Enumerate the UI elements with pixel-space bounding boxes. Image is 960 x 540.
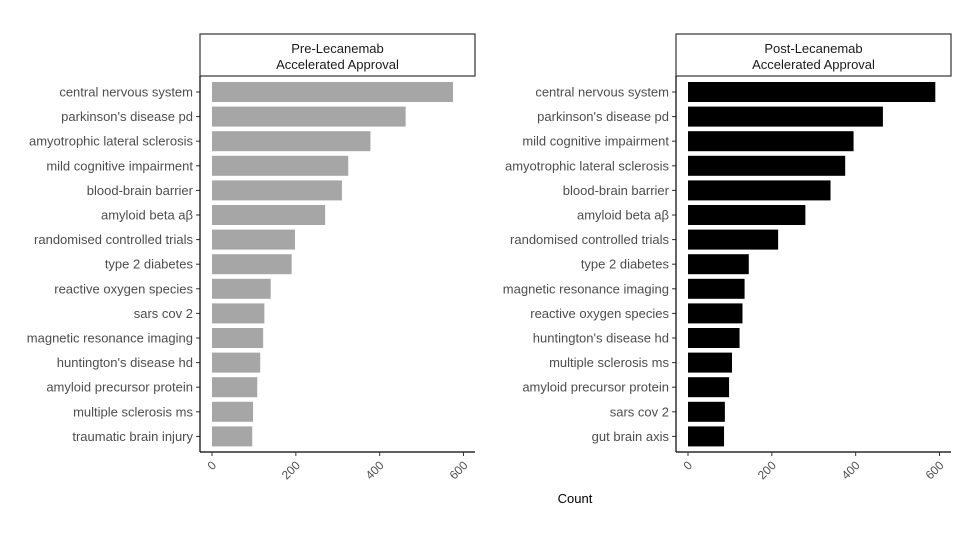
- bar: [688, 205, 806, 225]
- bar: [688, 229, 779, 250]
- category-label: magnetic resonance imaging: [27, 331, 193, 346]
- bar: [688, 180, 831, 201]
- bar: [212, 131, 371, 152]
- category-label: reactive oxygen species: [530, 306, 669, 321]
- x-tick-label: 0: [204, 458, 219, 473]
- facet-title-line: Accelerated Approval: [752, 57, 875, 72]
- bar: [212, 254, 292, 275]
- bar: [212, 303, 265, 324]
- category-label: multiple sclerosis ms: [73, 404, 193, 419]
- facet-strip: [199, 33, 476, 77]
- bar: [212, 377, 258, 398]
- bar: [688, 254, 749, 275]
- x-tick-label: 600: [923, 458, 947, 482]
- bar: [688, 377, 730, 398]
- bar: [212, 155, 349, 176]
- category-label: type 2 diabetes: [105, 257, 194, 272]
- category-label: amyloid beta aβ: [101, 208, 193, 223]
- category-label: sars cov 2: [610, 404, 669, 419]
- bar: [212, 328, 264, 348]
- category-label: randomised controlled trials: [34, 232, 193, 247]
- bar: [688, 426, 725, 447]
- bar: [212, 278, 271, 299]
- x-tick-label: 400: [839, 458, 863, 482]
- bar: [688, 328, 740, 348]
- category-label: huntington's disease hd: [57, 355, 193, 370]
- bar: [212, 352, 261, 373]
- bar: [688, 82, 936, 102]
- bar: [212, 180, 342, 201]
- bar: [688, 352, 733, 373]
- facet-strip: [675, 33, 952, 77]
- category-label: multiple sclerosis ms: [549, 355, 669, 370]
- x-tick-label: 600: [447, 458, 471, 482]
- category-label: amyloid beta aβ: [577, 208, 669, 223]
- bar: [688, 155, 846, 176]
- category-label: magnetic resonance imaging: [503, 281, 669, 296]
- category-label: parkinson's disease pd: [61, 109, 193, 124]
- x-tick-label: 400: [363, 458, 387, 482]
- category-label: mild cognitive impairment: [46, 158, 193, 173]
- bar: [212, 205, 326, 225]
- category-label: amyotrophic lateral sclerosis: [505, 158, 670, 173]
- category-label: amyloid precursor protein: [522, 380, 669, 395]
- x-tick-label: 200: [279, 458, 303, 482]
- category-label: parkinson's disease pd: [537, 109, 669, 124]
- facet-title-line: Accelerated Approval: [276, 57, 399, 72]
- category-label: traumatic brain injury: [72, 429, 193, 444]
- bar: [688, 278, 745, 299]
- x-tick-label: 0: [680, 458, 695, 473]
- category-label: type 2 diabetes: [581, 257, 670, 272]
- x-axis-title: Count: [558, 491, 593, 506]
- bar: [212, 82, 454, 102]
- bar: [212, 106, 406, 127]
- category-label: randomised controlled trials: [510, 232, 669, 247]
- bar: [212, 426, 253, 447]
- bar: [688, 106, 883, 127]
- category-label: mild cognitive impairment: [522, 134, 669, 149]
- category-label: amyotrophic lateral sclerosis: [29, 134, 194, 149]
- category-label: blood-brain barrier: [87, 183, 194, 198]
- category-label: sars cov 2: [134, 306, 193, 321]
- category-label: huntington's disease hd: [533, 331, 669, 346]
- category-label: amyloid precursor protein: [46, 380, 193, 395]
- x-tick-label: 200: [755, 458, 779, 482]
- category-label: blood-brain barrier: [563, 183, 670, 198]
- category-label: central nervous system: [535, 85, 669, 100]
- category-label: reactive oxygen species: [54, 281, 193, 296]
- bar: [688, 303, 743, 324]
- category-label: gut brain axis: [592, 429, 670, 444]
- facet-title-line: Pre-Lecanemab: [291, 41, 384, 56]
- bar: [688, 131, 854, 152]
- bar: [212, 401, 254, 422]
- facet-title-line: Post-Lecanemab: [764, 41, 862, 56]
- bar: [688, 401, 725, 422]
- bar: [212, 229, 295, 250]
- category-label: central nervous system: [59, 85, 193, 100]
